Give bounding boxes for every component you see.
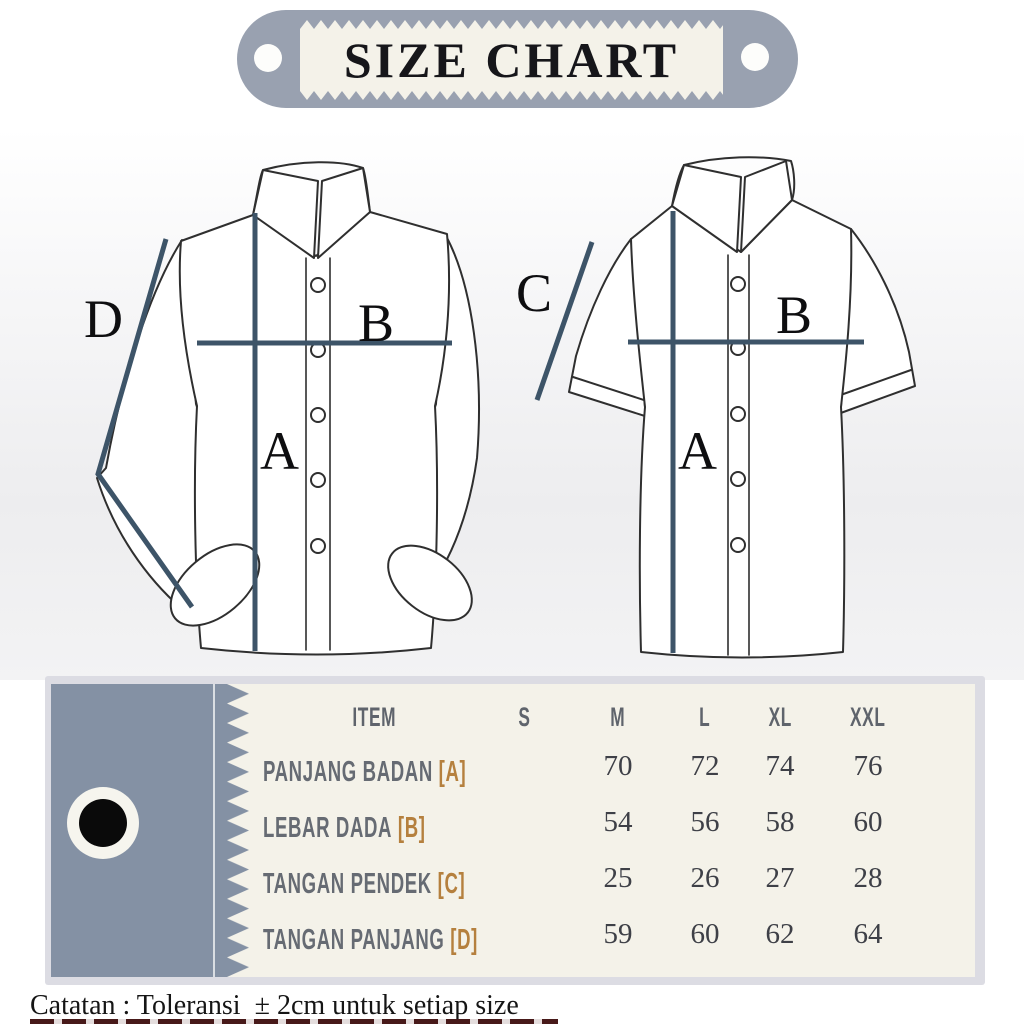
measure-label-a-right: A [678,421,717,481]
cutoff-text-line [30,1019,558,1024]
table-cell: 74 [765,749,795,782]
table-cell: 59 [603,917,633,950]
table-cell: 26 [690,861,720,894]
measure-label-b-left: B [358,293,395,353]
table-cell [490,746,560,786]
table-cell: 58 [765,805,795,838]
col-header-item: ITEM [352,701,396,732]
hang-tag [51,684,227,977]
table-row-label: PANJANG BADAN [A] [263,755,467,788]
table-cell [490,914,560,954]
shirt-diagrams [95,156,916,659]
size-table: ITEM S M L XL XXL PANJANG BADAN [A] 70 7… [227,684,975,977]
table-cell: 28 [853,861,883,894]
grommet-hole [79,799,127,847]
measure-line-d [95,238,195,609]
table-cell: 70 [603,749,633,782]
table-cell [490,802,560,842]
banner-shape [237,10,798,108]
table-row-label: LEBAR DADA [B] [263,811,426,844]
measure-label-d: D [84,289,123,349]
measure-label-b-right: B [776,285,813,345]
col-header-l: L [699,701,711,732]
banner-hole-left [254,44,282,72]
long-sleeve-shirt [96,161,480,656]
title-banner [237,10,798,108]
measurement-lines [95,211,864,653]
buttons-short-sleeve [730,276,746,553]
measure-label-a-left: A [260,421,299,481]
tag-grommet [67,787,139,859]
measure-line-c [534,241,595,401]
table-row-label: TANGAN PANJANG [D] [263,923,478,956]
table-cell: 56 [690,805,720,838]
table-row-label: TANGAN PENDEK [C] [263,867,466,900]
table-cell: 64 [853,917,883,950]
short-sleeve-shirt [568,156,916,659]
tag-fold-line [213,684,215,977]
col-header-s: S [518,701,532,732]
table-cell: 76 [853,749,883,782]
page-title: SIZE CHART [343,32,680,88]
table-cell: 27 [765,861,795,894]
table-cell: 60 [690,917,720,950]
measure-label-c: C [516,263,553,323]
size-table-panel: ITEM S M L XL XXL PANJANG BADAN [A] 70 7… [45,676,985,985]
table-cell [490,858,560,898]
col-header-m: M [610,701,626,732]
tolerance-note: Catatan : Toleransi ± 2cm untuk setiap s… [30,990,519,1021]
col-header-xl: XL [768,701,792,732]
table-cell: 72 [690,749,720,782]
table-cell: 60 [853,805,883,838]
tag-zigzag-edge [227,684,253,977]
banner-hole-right [741,43,769,71]
col-header-xxl: XXL [850,701,886,732]
table-cell: 54 [603,805,633,838]
table-cell: 62 [765,917,795,950]
table-cell: 25 [603,861,633,894]
